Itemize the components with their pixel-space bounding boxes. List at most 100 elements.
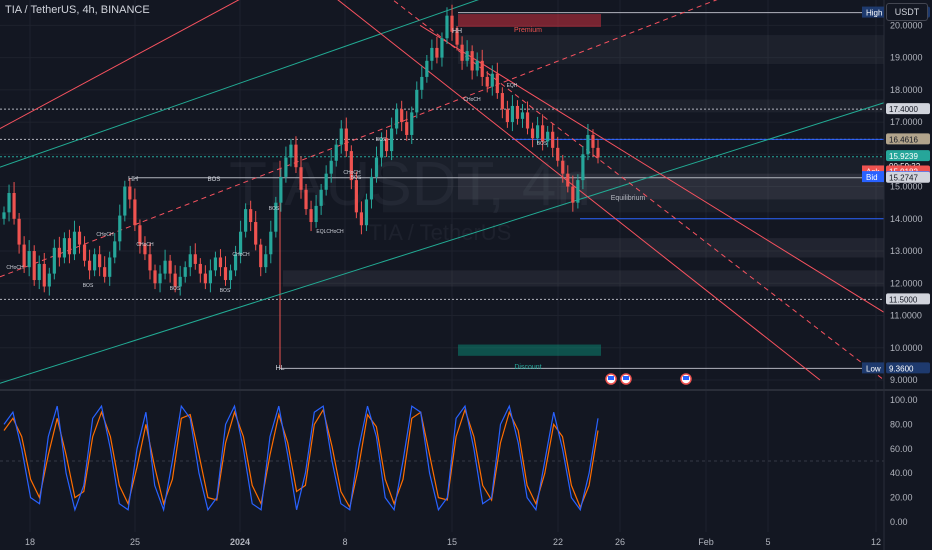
- label-bos-top: BOS: [208, 177, 221, 183]
- candle-body-98: [495, 73, 499, 94]
- time-label-4: 15: [447, 537, 457, 547]
- candle-body-102: [515, 105, 520, 119]
- candle-body-41: [208, 270, 212, 284]
- candle-body-97: [490, 73, 494, 87]
- candle-body-86: [435, 47, 439, 58]
- candle-body-16: [82, 244, 87, 261]
- candle-body-23: [118, 215, 122, 242]
- badge-high-tag: High: [866, 9, 882, 18]
- candle-body-7: [37, 263, 41, 281]
- candle-body-77: [390, 128, 394, 152]
- candle-body-51: [259, 244, 263, 268]
- demand-zone-1: [383, 157, 884, 213]
- candle-body-59: [299, 167, 303, 190]
- candle-body-55: [279, 176, 283, 203]
- candle-body-81: [410, 112, 414, 135]
- candle-body-109: [551, 131, 555, 148]
- candle-body-22: [113, 241, 117, 258]
- candle-body-57: [289, 144, 293, 158]
- time-axis[interactable]: 18 25 2024 8 15 22 26 Feb 5 12: [25, 537, 881, 547]
- candle-body-100: [505, 109, 509, 123]
- candle-body-8: [42, 263, 46, 287]
- candle-body-5: [27, 251, 31, 268]
- candle-body-89: [450, 15, 454, 32]
- event-flag-mark-2: [683, 376, 689, 380]
- candle-body-31: [158, 273, 162, 284]
- label-bos-9: BOS: [269, 206, 280, 212]
- badge-low-text: 9.3600: [889, 364, 914, 373]
- demand-zone-3: [283, 270, 884, 287]
- oscillator-axis[interactable]: 100.00 80.00 60.00 40.00 20.00 0.00: [890, 395, 918, 527]
- price-tick-13: 13.0000: [890, 246, 923, 256]
- currency-button[interactable]: USDT: [886, 3, 928, 21]
- candle-body-68: [344, 128, 348, 152]
- candle-body-73: [369, 176, 374, 200]
- candle-body-26: [133, 199, 137, 226]
- label-premium: Premium: [514, 27, 542, 34]
- osc-tick-40.00: 40.00: [890, 468, 913, 478]
- candle-body-58: [294, 144, 298, 168]
- candle-body-110: [556, 147, 560, 161]
- osc-tick-80.00: 80.00: [890, 419, 913, 429]
- candle-body-42: [213, 257, 218, 271]
- candle-body-15: [77, 231, 82, 245]
- price-tick-20: 20.0000: [890, 20, 923, 30]
- candle-body-33: [168, 260, 172, 274]
- candle-body-32: [163, 260, 167, 274]
- candle-body-9: [47, 273, 51, 287]
- candle-body-54: [274, 202, 278, 232]
- orange-channel-left: [0, 0, 240, 129]
- label-equilibrium: Equilibrium: [611, 195, 646, 202]
- candle-body-101: [510, 105, 515, 123]
- candle-body-46: [233, 254, 238, 271]
- label-choch-1: CHoCH: [96, 232, 114, 238]
- candle-body-69: [349, 151, 353, 181]
- candle-body-63: [319, 189, 323, 206]
- orange-midline-up: [0, 0, 718, 278]
- candle-body-85: [430, 47, 434, 61]
- candle-body-0: [2, 212, 6, 219]
- candle-body-93: [470, 51, 474, 71]
- candle-body-24: [123, 186, 127, 216]
- candle-body-11: [57, 247, 61, 258]
- badge-11-50-text: 11.5000: [889, 295, 918, 304]
- candle-body-53: [269, 231, 273, 255]
- label-choch-2: CHoCH: [136, 242, 154, 248]
- label-eqlchoch: EQLCHoCH: [316, 229, 344, 235]
- price-axis[interactable]: 9.0000 10.0000 11.0000 12.0000 13.0000 14.000…: [890, 20, 923, 385]
- candle-body-90: [455, 31, 459, 45]
- label-hh-top: HH: [452, 28, 462, 35]
- candle-body-38: [193, 254, 197, 264]
- badge-15-27-bg: [886, 171, 930, 183]
- candle-body-82: [415, 89, 419, 113]
- badge-bid-tag: Bid: [866, 173, 878, 182]
- candle-body-104: [525, 112, 530, 129]
- candle-body-37: [188, 254, 192, 268]
- candle-body-74: [374, 157, 379, 177]
- candle-body-18: [93, 254, 97, 271]
- label-choch-5: CHoCH: [463, 97, 481, 103]
- time-label-8: 5: [765, 537, 770, 547]
- label-bos-7: BOS: [170, 286, 181, 292]
- price-tick-9: 9.0000: [890, 375, 918, 385]
- candle-body-80: [405, 122, 409, 135]
- candle-body-79: [400, 109, 404, 123]
- discount-zone: [458, 344, 601, 356]
- candle-body-83: [420, 76, 424, 90]
- badge-17-40-bg: [886, 103, 930, 115]
- candle-body-44: [223, 267, 228, 281]
- badge-low-bg: [886, 362, 930, 374]
- candle-body-34: [173, 273, 177, 287]
- stoch-k-line: [3, 404, 599, 513]
- label-choch-4: CHoCH: [343, 170, 361, 176]
- candle-body-95: [480, 60, 484, 77]
- osc-tick-100.00: 100.00: [890, 395, 918, 405]
- candle-body-45: [228, 270, 233, 281]
- event-flag-mark-1: [623, 376, 629, 380]
- candle-body-107: [541, 125, 545, 142]
- candle-body-65: [329, 160, 333, 174]
- candle-body-116: [586, 134, 590, 155]
- candle-body-43: [218, 257, 223, 268]
- candle-body-13: [67, 238, 72, 255]
